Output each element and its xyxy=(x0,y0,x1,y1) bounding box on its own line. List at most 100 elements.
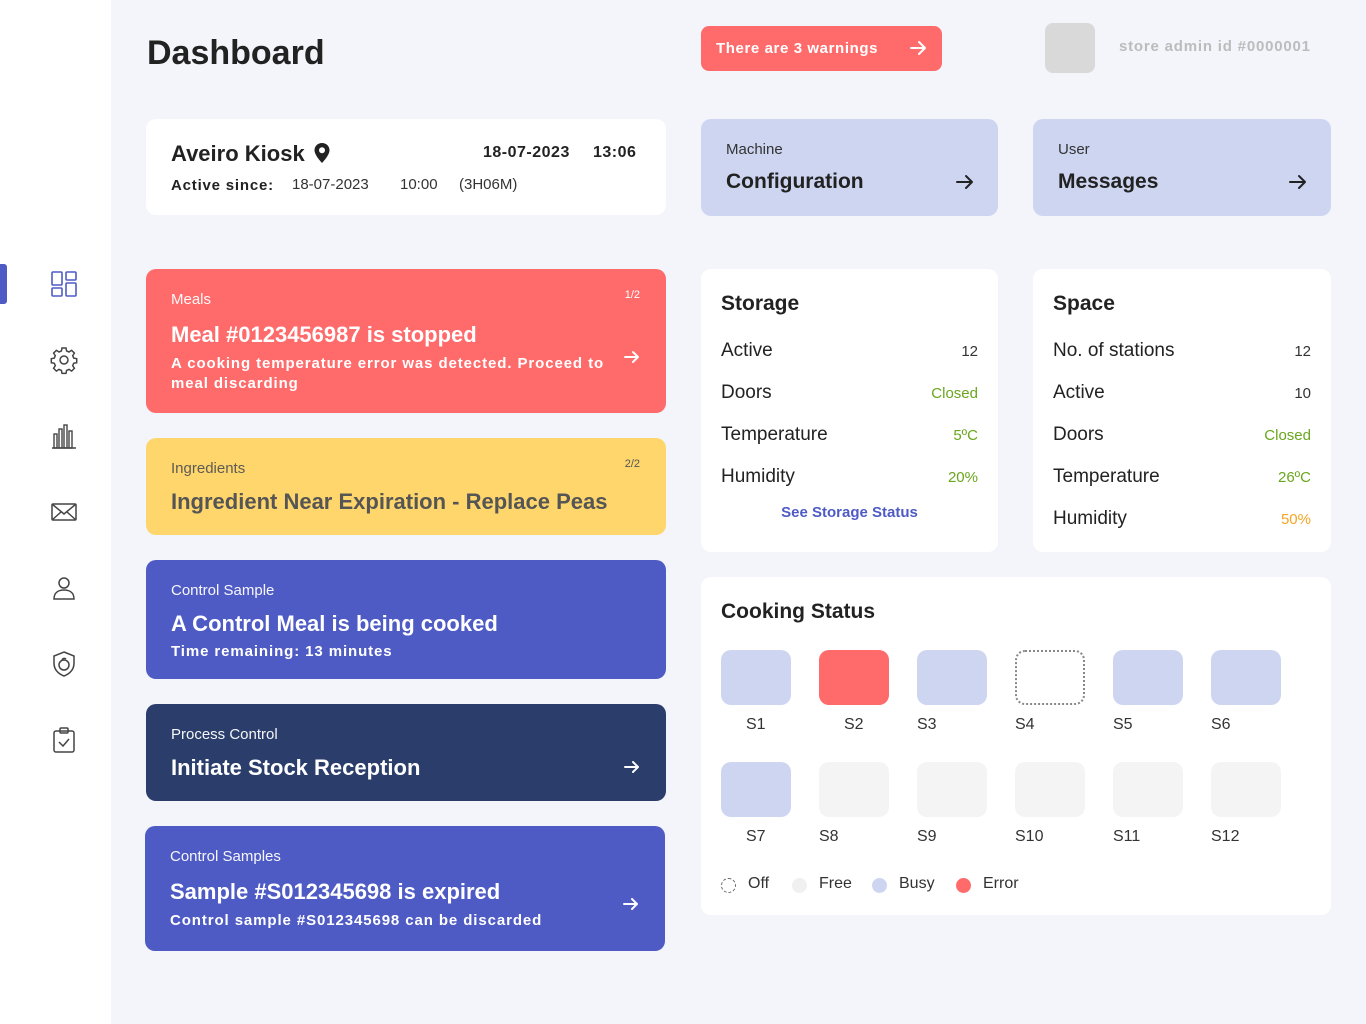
alert-category: Ingredients xyxy=(171,460,246,477)
sidebar xyxy=(0,0,111,1024)
active-since-label: Active since: xyxy=(171,177,274,194)
station-tile[interactable] xyxy=(917,650,987,705)
station-tile[interactable] xyxy=(1015,650,1085,705)
sidebar-item-dashboard[interactable] xyxy=(44,264,84,304)
chart-icon xyxy=(52,424,76,449)
mail-icon xyxy=(51,503,77,521)
sample-expired-alert[interactable]: Control Samples Sample #S012345698 is ex… xyxy=(145,826,665,951)
sidebar-item-settings[interactable] xyxy=(44,340,84,380)
messages-card-title: Messages xyxy=(1058,170,1159,193)
station-tile[interactable] xyxy=(917,762,987,817)
meal-stopped-alert[interactable]: Meals 1/2 Meal #0123456987 is stopped A … xyxy=(146,269,666,413)
machine-configuration-card[interactable]: Machine Configuration xyxy=(701,119,998,216)
station-tile[interactable] xyxy=(721,650,791,705)
avatar[interactable] xyxy=(1045,23,1095,73)
alert-category: Meals xyxy=(171,291,212,308)
stat-label: Active xyxy=(721,340,773,361)
legend-error-dot xyxy=(956,878,971,893)
clipboard-icon xyxy=(53,727,75,753)
station-label: S9 xyxy=(917,828,937,845)
alert-headline: Initiate Stock Reception xyxy=(171,755,421,780)
warnings-label: There are 3 warnings xyxy=(716,40,879,57)
dashboard-icon xyxy=(51,271,77,297)
stat-label: Humidity xyxy=(721,466,795,487)
sidebar-active-indicator xyxy=(0,264,7,304)
station-tile[interactable] xyxy=(1211,650,1281,705)
space-row-temperature: Temperature 26ºC xyxy=(1053,466,1311,492)
arrow-right-icon xyxy=(623,898,638,910)
space-card: Space No. of stations 12 Active 10 Doors… xyxy=(1033,269,1331,552)
legend-free-dot xyxy=(792,878,807,893)
ingredient-expiration-alert[interactable]: Ingredients 2/2 Ingredient Near Expirati… xyxy=(146,438,666,535)
alert-detail: Control sample #S012345698 can be discar… xyxy=(170,912,543,929)
storage-row-temperature: Temperature 5ºC xyxy=(721,424,978,450)
legend-off-dot xyxy=(721,878,736,893)
space-row-stations: No. of stations 12 xyxy=(1053,340,1311,366)
alert-headline: Sample #S012345698 is expired xyxy=(170,879,501,904)
station-label: S4 xyxy=(1015,716,1035,733)
station-tile[interactable] xyxy=(819,650,889,705)
legend-busy-dot xyxy=(872,878,887,893)
stock-reception-alert[interactable]: Process Control Initiate Stock Reception xyxy=(146,704,666,801)
current-date: 18-07-2023 xyxy=(483,144,570,161)
kiosk-name: Aveiro Kiosk xyxy=(171,141,305,166)
active-since-date: 18-07-2023 xyxy=(292,176,369,193)
page-title: Dashboard xyxy=(147,34,325,72)
stat-value: 10 xyxy=(1294,385,1311,402)
station-tile[interactable] xyxy=(1113,762,1183,817)
sidebar-item-security[interactable] xyxy=(44,644,84,684)
station-label: S10 xyxy=(1015,828,1044,845)
stat-label: Doors xyxy=(721,382,772,403)
storage-card: Storage Active 12 Doors Closed Temperatu… xyxy=(701,269,998,552)
space-row-doors: Doors Closed xyxy=(1053,424,1311,450)
stat-value: Closed xyxy=(931,385,978,402)
station-tile[interactable] xyxy=(721,762,791,817)
cooking-status-title: Cooking Status xyxy=(721,600,876,623)
stat-value: 20% xyxy=(947,469,978,486)
stat-value: 12 xyxy=(961,343,978,360)
station-tile[interactable] xyxy=(1113,650,1183,705)
station-tile[interactable] xyxy=(819,762,889,817)
alert-pager: 2/2 xyxy=(624,458,640,470)
legend-error-label: Error xyxy=(983,875,1019,892)
see-storage-status-link[interactable]: See Storage Status xyxy=(781,504,918,521)
warnings-button[interactable]: There are 3 warnings xyxy=(701,26,942,71)
alert-category: Process Control xyxy=(171,726,278,743)
sidebar-item-checklist[interactable] xyxy=(44,720,84,760)
stat-value: 50% xyxy=(1280,511,1311,528)
station-label: S6 xyxy=(1211,716,1231,733)
sidebar-item-users[interactable] xyxy=(44,568,84,608)
user-messages-card[interactable]: User Messages xyxy=(1033,119,1331,216)
alert-detail: Time remaining: 13 minutes xyxy=(171,643,393,660)
stat-value: Closed xyxy=(1264,427,1311,444)
arrow-right-icon xyxy=(624,761,639,773)
legend-off-label: Off xyxy=(748,875,770,892)
arrow-right-icon xyxy=(1289,175,1306,189)
station-label: S5 xyxy=(1113,716,1133,733)
stat-label: Humidity xyxy=(1053,508,1127,529)
location-pin-icon xyxy=(314,143,330,163)
sidebar-item-messages[interactable] xyxy=(44,492,84,532)
legend-busy-label: Busy xyxy=(899,875,935,892)
config-card-title: Configuration xyxy=(726,170,864,193)
arrow-right-icon xyxy=(910,41,926,55)
stat-value: 26ºC xyxy=(1278,469,1311,486)
alert-headline: Meal #0123456987 is stopped xyxy=(171,322,477,347)
legend-free-label: Free xyxy=(819,875,852,892)
station-tile[interactable] xyxy=(1211,762,1281,817)
shield-icon xyxy=(53,651,75,677)
alert-category: Control Samples xyxy=(170,848,281,865)
alert-category: Control Sample xyxy=(171,582,275,599)
storage-row-humidity: Humidity 20% xyxy=(721,466,978,492)
sidebar-item-statistics[interactable] xyxy=(44,416,84,456)
active-duration: (3H06M) xyxy=(459,176,518,193)
station-tile[interactable] xyxy=(1015,762,1085,817)
space-row-active: Active 10 xyxy=(1053,382,1311,408)
control-meal-alert[interactable]: Control Sample A Control Meal is being c… xyxy=(146,560,666,679)
arrow-right-icon xyxy=(624,351,639,363)
storage-title: Storage xyxy=(721,292,800,315)
alert-headline: Ingredient Near Expiration - Replace Pea… xyxy=(171,489,608,514)
station-label: S2 xyxy=(844,716,864,733)
admin-id: store admin id #0000001 xyxy=(1119,38,1311,55)
stat-value: 5ºC xyxy=(953,427,978,444)
